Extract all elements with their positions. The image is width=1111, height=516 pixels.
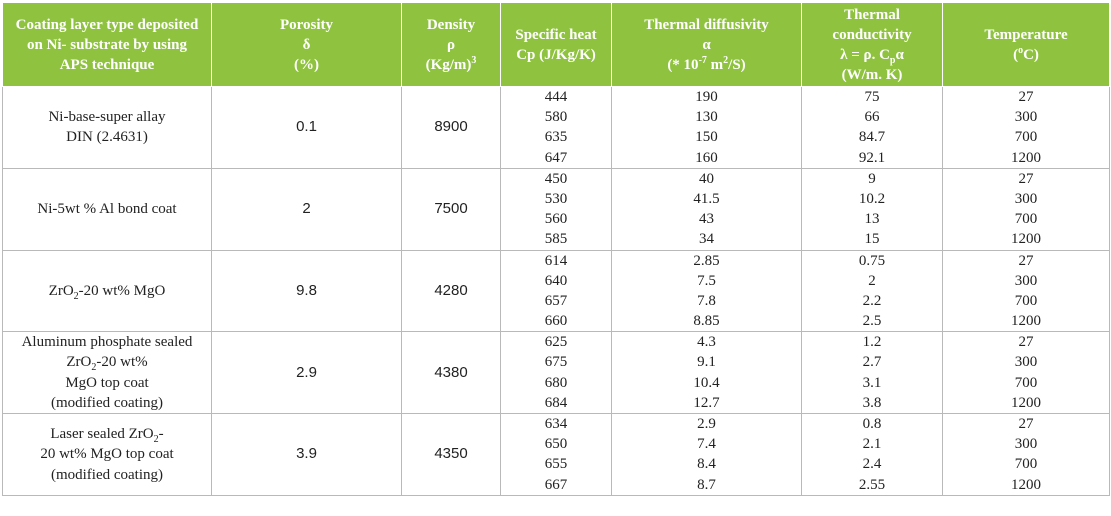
temperature-cell: 27 300 700 1200 — [942, 167, 1110, 251]
porosity-cell: 3.9 — [211, 413, 402, 496]
thermal-conductivity-cell: 9 10.2 13 15 — [801, 167, 943, 251]
header-porosity: Porosity δ (%) — [211, 2, 402, 87]
coating-cell: Laser sealed ZrO2- 20 wt% MgO top coat (… — [2, 413, 212, 496]
thermal-conductivity-cell: 0.75 2 2.2 2.5 — [801, 249, 943, 333]
header-thermal-diffusivity: Thermal diffusivity α (* 10-7 m2/S) — [611, 2, 802, 87]
density-cell: 4280 — [401, 249, 501, 333]
specific-heat-cell: 444 580 635 647 — [500, 86, 612, 169]
porosity-cell: 0.1 — [211, 86, 402, 169]
density-cell: 4350 — [401, 413, 501, 496]
header-density: Density ρ (Kg/m)3 — [401, 2, 501, 87]
header-temperature: Temperature (oC) — [942, 2, 1110, 87]
temperature-cell: 27 300 700 1200 — [942, 413, 1110, 496]
temperature-cell: 27 300 700 1200 — [942, 249, 1110, 333]
porosity-cell: 2.9 — [211, 331, 402, 415]
table-row: Ni-base-super allay DIN (2.4631) 0.1 8900… — [2, 86, 1110, 169]
thermal-conductivity-cell: 75 66 84.7 92.1 — [801, 86, 943, 169]
coating-cell: Aluminum phosphate sealed ZrO2-20 wt% Mg… — [2, 331, 212, 415]
specific-heat-cell: 625 675 680 684 — [500, 331, 612, 415]
table-row: Aluminum phosphate sealed ZrO2-20 wt% Mg… — [2, 331, 1110, 415]
table-row: Ni-5wt % Al bond coat 2 7500 450 530 560 58… — [2, 167, 1110, 251]
header-specific-heat: Specific heat Cp (J/Kg/K) — [500, 2, 612, 87]
thermal-diffusivity-cell: 2.9 7.4 8.4 8.7 — [611, 413, 802, 496]
thermal-diffusivity-cell: 190 130 150 160 — [611, 86, 802, 169]
coating-cell: Ni-base-super allay DIN (2.4631) — [2, 86, 212, 169]
thermal-diffusivity-cell: 40 41.5 43 34 — [611, 167, 802, 251]
thermal-conductivity-cell: 1.2 2.7 3.1 3.8 — [801, 331, 943, 415]
specific-heat-cell: 450 530 560 585 — [500, 167, 612, 251]
thermal-properties-table: Coating layer type deposited on Ni- subs… — [2, 2, 1110, 496]
temperature-cell: 27 300 700 1200 — [942, 331, 1110, 415]
header-thermal-conductivity: Thermal conductivity λ = ρ. Cpα (W/m. K) — [801, 2, 943, 87]
density-cell: 4380 — [401, 331, 501, 415]
density-cell: 8900 — [401, 86, 501, 169]
table-row: Laser sealed ZrO2- 20 wt% MgO top coat (… — [2, 413, 1110, 496]
header-coating: Coating layer type deposited on Ni- subs… — [2, 2, 212, 87]
coating-cell: Ni-5wt % Al bond coat — [2, 167, 212, 251]
header-row: Coating layer type deposited on Ni- subs… — [2, 2, 1110, 87]
porosity-cell: 2 — [211, 167, 402, 251]
specific-heat-cell: 634 650 655 667 — [500, 413, 612, 496]
thermal-diffusivity-cell: 2.85 7.5 7.8 8.85 — [611, 249, 802, 333]
coating-cell: ZrO2-20 wt% MgO — [2, 249, 212, 333]
thermal-diffusivity-cell: 4.3 9.1 10.4 12.7 — [611, 331, 802, 415]
table-row: ZrO2-20 wt% MgO 9.8 4280 614 640 657 660 2.… — [2, 249, 1110, 333]
specific-heat-cell: 614 640 657 660 — [500, 249, 612, 333]
porosity-cell: 9.8 — [211, 249, 402, 333]
density-cell: 7500 — [401, 167, 501, 251]
temperature-cell: 27 300 700 1200 — [942, 86, 1110, 169]
thermal-conductivity-cell: 0.8 2.1 2.4 2.55 — [801, 413, 943, 496]
